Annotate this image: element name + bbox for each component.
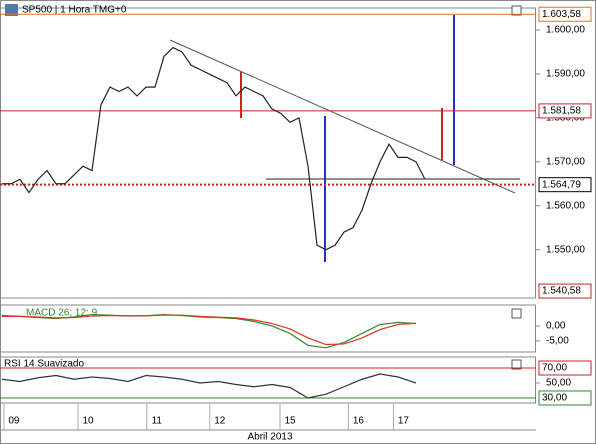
trend-line [169,39,516,194]
x-tick-label: 10 [82,416,94,427]
level-box [538,6,592,22]
y-tick-label: 0,00 [546,321,566,332]
level-box [538,283,592,299]
level-label: 70,00 [542,363,567,374]
level-label: 1.564,79 [542,179,581,190]
rsi-panel [0,356,536,404]
level-box [538,390,592,406]
level-label: 1.581,58 [542,106,581,117]
indicator-title[interactable]: RSI 14 Suavizado [4,359,84,370]
series-line [1,314,417,346]
x-tick-label: 15 [284,416,296,427]
window-button[interactable] [511,308,522,319]
level-box [538,177,592,193]
cfd-icon [5,4,18,16]
y-tick-label: 1.570,00 [546,156,585,167]
y-tick-label: 50,00 [546,378,571,389]
x-tick-label: 17 [398,416,410,427]
y-tick-label: -5,00 [546,336,569,347]
level-label: 1.603,58 [542,9,581,20]
series-line [1,46,426,251]
level-label: 30,00 [542,393,567,404]
y-tick-label: 1.550,00 [546,244,585,255]
y-tick-label: 1.560,00 [546,200,585,211]
level-box [538,360,592,376]
y-tick-label: 1.600,00 [546,25,585,36]
x-tick-label: 16 [353,416,365,427]
indicator-title[interactable]: MACD 26; 12; 9 [26,308,98,319]
x-axis-label: Abril 2013 [247,432,292,443]
y-tick-label: 1.590,00 [546,69,585,80]
level-box [538,103,592,119]
x-tick-label: 12 [214,416,226,427]
series-line [1,373,417,399]
x-tick-label: 11 [152,416,163,427]
chart-title[interactable]: SP500 | 1 Hora TMG+0 [22,5,127,16]
window-button[interactable] [511,5,522,16]
macd-panel [0,304,536,353]
level-label: 1.540,58 [542,286,581,297]
window-button[interactable] [511,359,522,370]
main-panel [0,7,536,299]
x-tick-label: 09 [8,416,20,427]
